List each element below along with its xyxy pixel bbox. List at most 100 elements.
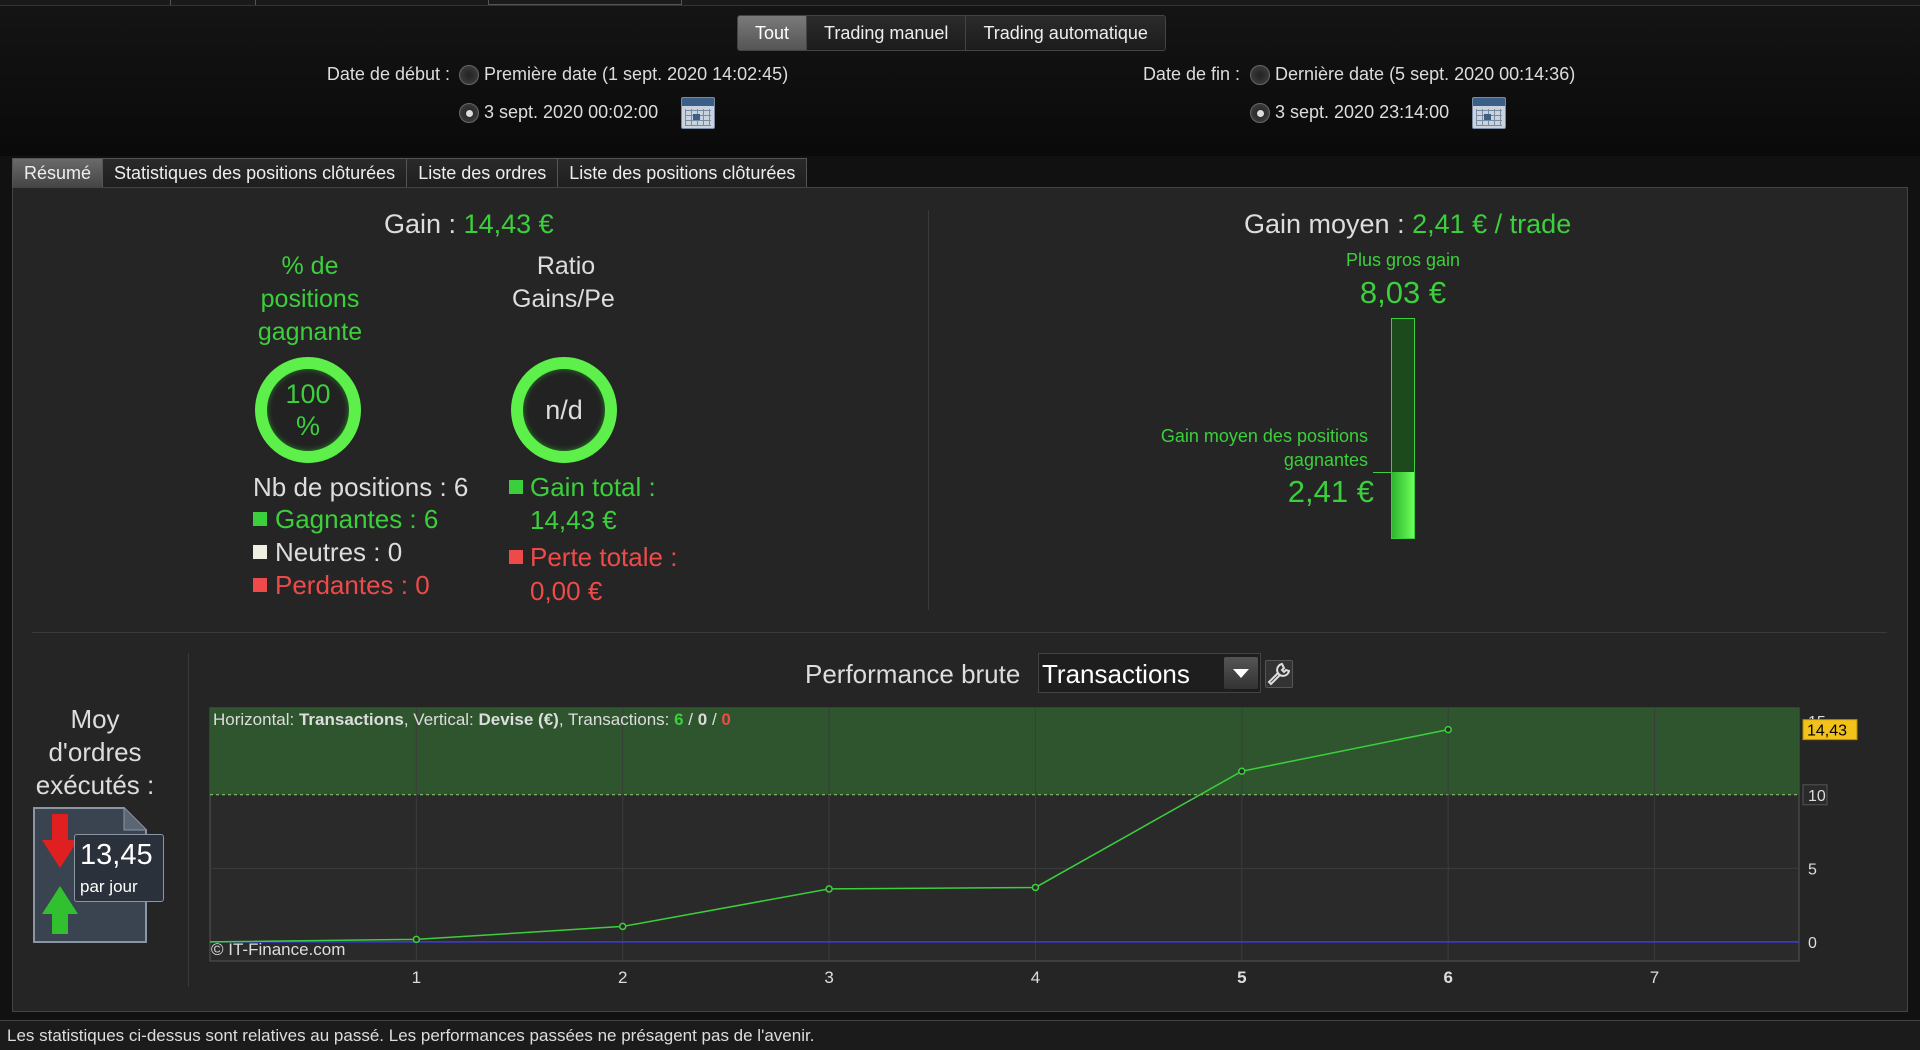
section-divider [32, 632, 1887, 633]
win-pct-title-line: % de [281, 252, 339, 280]
avg-gain-bar [1391, 318, 1415, 539]
performance-mode-dropdown[interactable]: Transactions [1038, 653, 1261, 693]
perte-totale-value: 0,00 € [530, 576, 603, 606]
start-custom-date[interactable]: 3 sept. 2020 00:02:00 [484, 102, 659, 122]
x-tick-label: 3 [824, 968, 833, 987]
ratio-title-line: Ratio [536, 252, 596, 280]
chart-tx-loss: 0 [721, 710, 730, 729]
filter-trading-manuel[interactable]: Trading manuel [806, 16, 966, 50]
orders-title-line: Moy [70, 704, 120, 734]
x-tick-label: 5 [1237, 968, 1246, 987]
tab-liste-positions[interactable]: Liste des positions clôturées [558, 158, 808, 188]
gain-heading: Gain : 14,43 € [384, 209, 554, 240]
threshold-tick-box [1802, 784, 1828, 806]
threshold-zone [210, 708, 1799, 796]
chart-v-axis: Devise (€) [479, 710, 559, 729]
end-last-radio[interactable] [1250, 65, 1270, 85]
start-custom-radio[interactable] [459, 103, 479, 123]
win-pct-title-line: positions [260, 285, 360, 313]
end-custom-date[interactable]: 3 sept. 2020 23:14:00 [1275, 102, 1450, 122]
data-point [825, 885, 833, 893]
summary-divider [928, 210, 929, 610]
win-pct-title-line: gagnante [257, 318, 363, 346]
start-calendar-icon[interactable] [681, 97, 715, 129]
avg-gain-value: 2,41 € / trade [1412, 209, 1572, 239]
chevron-down-icon[interactable] [1224, 657, 1258, 689]
data-point [412, 935, 421, 944]
performance-title: Performance brute [805, 659, 1021, 689]
chart-info-tx: , Transactions: [559, 710, 674, 729]
orders-icon: 13,45 par jour [32, 806, 164, 944]
last-value-label: 14,43 [1807, 723, 1847, 740]
neutral-count: Neutres : 0 [275, 537, 403, 567]
filter-trading-automatique[interactable]: Trading automatique [965, 16, 1165, 50]
y-tick-label: 0 [1808, 935, 1817, 952]
avg-win-label-line: Gain moyen des positions [1160, 426, 1368, 446]
top-toolbar [0, 0, 1920, 6]
gain-value: 14,43 € [463, 209, 554, 239]
x-tick-label: 2 [618, 968, 627, 987]
start-first-radio[interactable] [459, 65, 479, 85]
data-point [1031, 883, 1040, 892]
orders-unit: par jour [80, 877, 138, 896]
chart-tx-neutral: 0 [698, 710, 707, 729]
end-date-label: Date de fin : [1142, 64, 1240, 84]
threshold-zone-fill [210, 708, 1799, 795]
loss-count: Perdantes : 0 [275, 570, 430, 600]
end-last-option: Dernière date (5 sept. 2020 00:14:36) [1275, 64, 1576, 84]
data-point [1238, 767, 1246, 775]
ratio-title-line: Gains/Pe [512, 285, 615, 313]
avg-win-label-line: gagnantes [1283, 450, 1368, 470]
avg-win-value: 2,41 € [1287, 474, 1374, 509]
ratio-title: Ratio Gains/Pe [511, 250, 621, 320]
performance-mode-value: Transactions [1042, 659, 1190, 689]
chart-info-prefix: Horizontal: [213, 710, 299, 729]
avg-win-pointer [1373, 472, 1391, 473]
orders-value-box: 13,45 par jour [74, 834, 164, 902]
tab-statistiques[interactable]: Statistiques des positions clôturées [103, 158, 408, 188]
avg-gain-heading: Gain moyen : 2,41 € / trade [1244, 209, 1571, 240]
chart-grid [210, 708, 1799, 961]
gain-total-value: 14,43 € [530, 505, 617, 535]
x-tick-labels: 1 2 3 4 5 6 7 [412, 968, 1660, 987]
end-calendar-icon[interactable] [1472, 97, 1506, 129]
x-tick-label: 4 [1031, 968, 1040, 987]
perte-totale-label: Perte totale : [530, 542, 678, 572]
max-gain-value: 8,03 € [1359, 275, 1447, 310]
y-tick-label: 10 [1808, 788, 1826, 805]
data-point [1444, 725, 1452, 734]
x-tick-label: 1 [412, 968, 421, 987]
chart-tx-win: 6 [674, 710, 683, 729]
start-date-label: Date de début : [326, 64, 450, 84]
start-first-option: Première date (1 sept. 2020 14:02:45) [484, 64, 789, 84]
tab-resume[interactable]: Résumé [12, 158, 104, 188]
win-legend-square [253, 512, 267, 526]
perte-totale-square [509, 550, 523, 564]
win-pct-title: % de positions gagnante [255, 250, 365, 350]
last-value-box [1802, 719, 1858, 741]
neutral-legend-square [253, 545, 267, 559]
orders-divider [188, 653, 189, 987]
orders-title-line: exécutés : [35, 770, 155, 800]
gain-total-square [509, 480, 523, 494]
x-tick-label: 6 [1443, 968, 1452, 987]
gain-label: Gain : [384, 209, 457, 239]
trading-filter-segmented: Tout Trading manuel Trading automatique [737, 15, 1166, 51]
gain-total-label: Gain total : [530, 472, 656, 502]
orders-value: 13,45 [80, 839, 153, 871]
positions-count: Nb de positions : 6 [253, 472, 469, 502]
ratio-gauge: n/d [511, 357, 617, 463]
chart-info: Horizontal: Transactions, Vertical: Devi… [213, 710, 731, 729]
view-tabs: Résumé Statistiques des positions clôtur… [12, 158, 808, 188]
tab-liste-ordres[interactable]: Liste des ordres [407, 158, 559, 188]
chart-info-mid: , Vertical: [404, 710, 479, 729]
loss-legend-square [253, 578, 267, 592]
filter-tout[interactable]: Tout [738, 16, 807, 50]
end-custom-radio[interactable] [1250, 103, 1270, 123]
chart-copyright: © IT-Finance.com [211, 940, 345, 959]
orders-title: Moy d'ordres exécutés : [24, 703, 166, 802]
wrench-icon[interactable] [1265, 660, 1293, 688]
chart-h-axis: Transactions [299, 710, 404, 729]
y-tick-labels: 05101514,43 [1802, 714, 1858, 952]
win-count: Gagnantes : 6 [275, 504, 439, 534]
